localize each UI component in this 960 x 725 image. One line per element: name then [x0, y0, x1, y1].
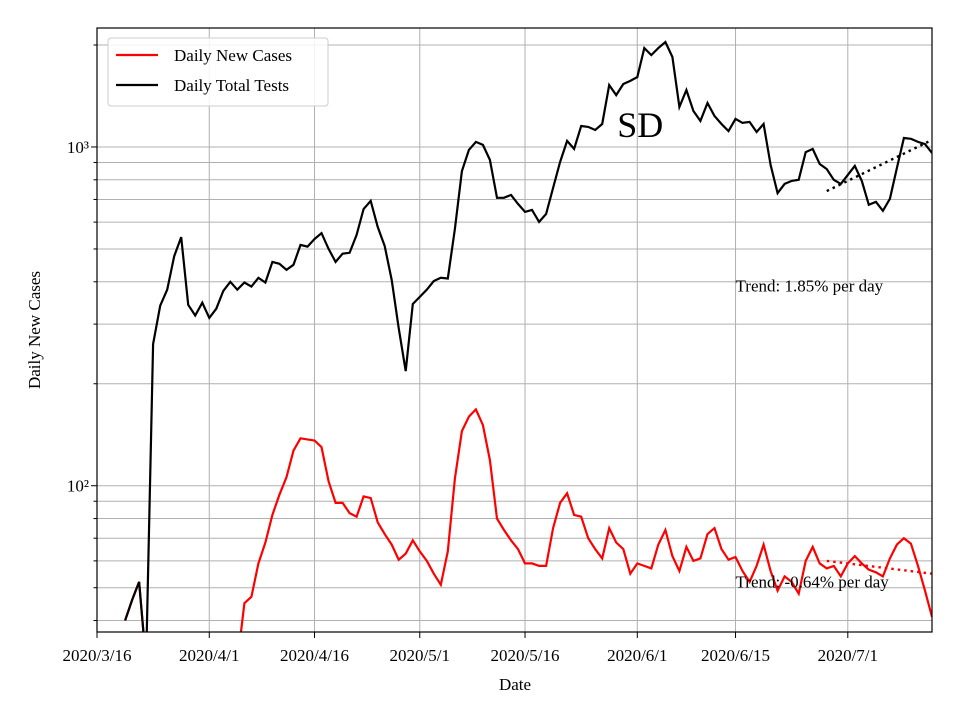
y-tick-label: 10²: [67, 477, 89, 496]
annotation: Trend: 1.85% per day: [736, 276, 884, 295]
plot-frame: [96, 27, 933, 633]
series-line: [124, 40, 932, 632]
legend-box: [107, 37, 329, 107]
x-tick-label: 2020/3/16: [63, 646, 132, 665]
legend-label: Daily Total Tests: [174, 76, 289, 95]
x-tick-label: 2020/6/1: [607, 646, 667, 665]
x-axis-label: Date: [499, 675, 531, 694]
y-tick-label: 10³: [67, 138, 89, 157]
legend-label: Daily New Cases: [174, 46, 292, 65]
plot-area: [124, 40, 932, 632]
annotation: Trend: -0.64% per day: [736, 573, 890, 592]
trend-line: [826, 559, 932, 575]
y-axis-label: Daily New Cases: [25, 271, 44, 389]
x-tick-label: 2020/4/1: [179, 646, 239, 665]
x-tick-label: 2020/5/16: [491, 646, 560, 665]
x-tick-label: 2020/6/15: [701, 646, 770, 665]
series-line: [124, 407, 932, 632]
trend-line: [826, 138, 932, 193]
annotation: SD: [617, 105, 663, 145]
x-tick-label: 2020/4/16: [280, 646, 349, 665]
x-tick-label: 2020/7/1: [818, 646, 878, 665]
x-tick-label: 2020/5/1: [390, 646, 450, 665]
